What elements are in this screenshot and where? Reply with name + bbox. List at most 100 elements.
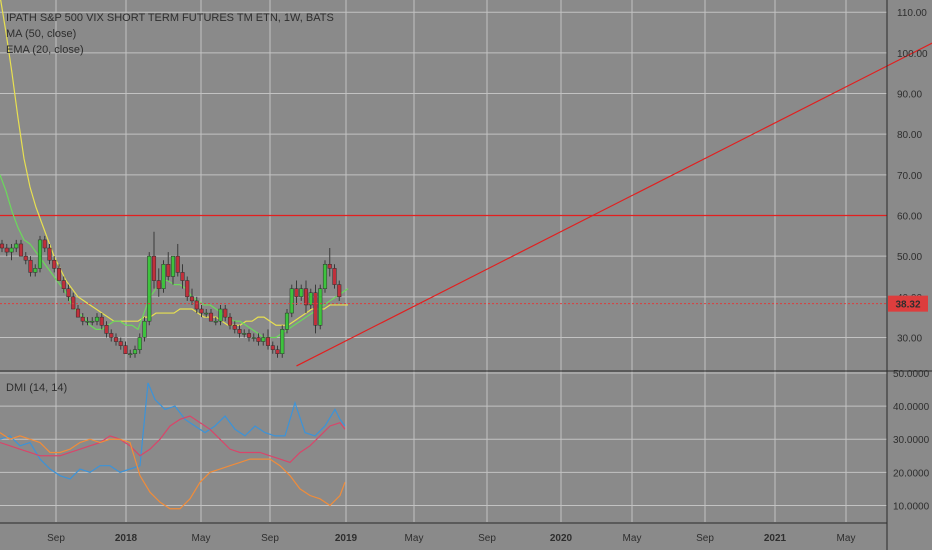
price-axis-label: 70.00 (897, 171, 922, 182)
candle-body (213, 320, 218, 323)
candle-body (4, 247, 9, 253)
time-axis-label: May (623, 533, 642, 544)
candle-body (275, 349, 280, 354)
candle-body (71, 296, 76, 310)
ma-legend: MA (50, close) (6, 28, 77, 40)
candle-body (251, 337, 256, 339)
time-axis-label: Sep (47, 533, 65, 544)
candle-body (9, 247, 14, 253)
candle-body (61, 280, 66, 289)
ema-legend: EMA (20, close) (6, 44, 84, 56)
dmi-plus-line (0, 382, 346, 480)
trend-line-segment (296, 42, 932, 367)
chart-title: IPATH S&P 500 VIX SHORT TERM FUTURES TM … (6, 12, 334, 24)
candle-body (308, 292, 313, 306)
candle-body (223, 308, 228, 318)
dmi-axis-label: 30.0000 (893, 435, 930, 446)
price-axis-label: 50.00 (897, 252, 922, 263)
candle-body (42, 239, 47, 249)
last-price-badge (888, 295, 928, 312)
dmi-axis-label: 40.0000 (893, 402, 930, 413)
time-axis-label: Sep (261, 533, 279, 544)
ma-50-path (0, 0, 348, 326)
candle-body (294, 288, 299, 298)
time-axis-label: May (837, 533, 856, 544)
candle-body (208, 312, 214, 322)
adx-line (0, 432, 346, 510)
candle-body (156, 280, 161, 289)
candle-body (265, 337, 271, 346)
last-price-label: 38.32 (895, 300, 920, 311)
time-axis-label: 2020 (550, 533, 573, 544)
ema-20-line (0, 174, 349, 339)
candle-body (289, 288, 294, 314)
time-axis-label: 2021 (764, 533, 787, 544)
candle-body (194, 300, 199, 310)
candle-body (123, 345, 128, 354)
candle-body (242, 333, 247, 335)
candle-body (151, 255, 157, 281)
candle-body (137, 337, 142, 350)
trend-line[interactable] (296, 4, 932, 367)
candle-body (47, 247, 52, 261)
candle-body (327, 264, 332, 269)
candle-body (232, 325, 237, 330)
candle-body (246, 333, 252, 338)
candle-body (284, 312, 290, 330)
candle-body (189, 296, 195, 302)
candle-body (75, 308, 81, 318)
price-axis-label: 110.00 (897, 8, 927, 19)
candle-body (237, 329, 242, 334)
candle-body (37, 239, 43, 269)
candle-body (147, 255, 152, 322)
candle-body (170, 255, 176, 277)
time-axis-label: May (192, 533, 211, 544)
time-axis-label: Sep (478, 533, 496, 544)
dmi-axis-label: 20.0000 (893, 468, 930, 479)
ema-20-path (0, 174, 349, 339)
candle-body (52, 259, 57, 269)
price-axis-label: 90.00 (897, 90, 922, 101)
candle-body (227, 316, 233, 326)
candle-body (175, 255, 180, 273)
candle-body (94, 316, 100, 322)
candle-body (132, 349, 138, 354)
candle-body (18, 243, 24, 257)
time-axis-label: 2018 (115, 533, 138, 544)
candle-body (204, 312, 209, 315)
candle-body (113, 337, 119, 342)
candle-body (303, 288, 309, 306)
candle-body (180, 272, 185, 281)
dmi-pane (0, 382, 346, 510)
dmi-legend: DMI (14, 14) (6, 382, 68, 394)
candle-body (0, 243, 5, 249)
time-axis-label: May (405, 533, 424, 544)
candle-body (337, 284, 342, 298)
candle-body (256, 337, 261, 342)
candle-body (85, 320, 90, 323)
candle-body (80, 316, 85, 322)
candle-body (99, 316, 104, 326)
candle-body (299, 288, 304, 298)
candlestick-series (0, 231, 342, 358)
price-axis-label: 30.00 (897, 333, 922, 344)
candle-body (270, 345, 275, 350)
candle-body (33, 268, 38, 273)
time-axis-label: 2019 (335, 533, 358, 544)
candle-body (23, 255, 28, 261)
candle-body (28, 259, 33, 273)
candle-body (109, 333, 114, 338)
dmi-minus-line (0, 415, 346, 464)
candle-body (14, 243, 19, 249)
candle-body (313, 292, 318, 326)
candle-body (66, 288, 71, 298)
candle-body (161, 264, 166, 289)
price-axis-label: 80.00 (897, 130, 922, 141)
price-axis-label: 100.00 (897, 49, 928, 60)
dmi-axis-label: 10.0000 (893, 501, 930, 512)
candle-body (322, 264, 328, 289)
dmi-axis-label: 50.0000 (893, 369, 930, 380)
